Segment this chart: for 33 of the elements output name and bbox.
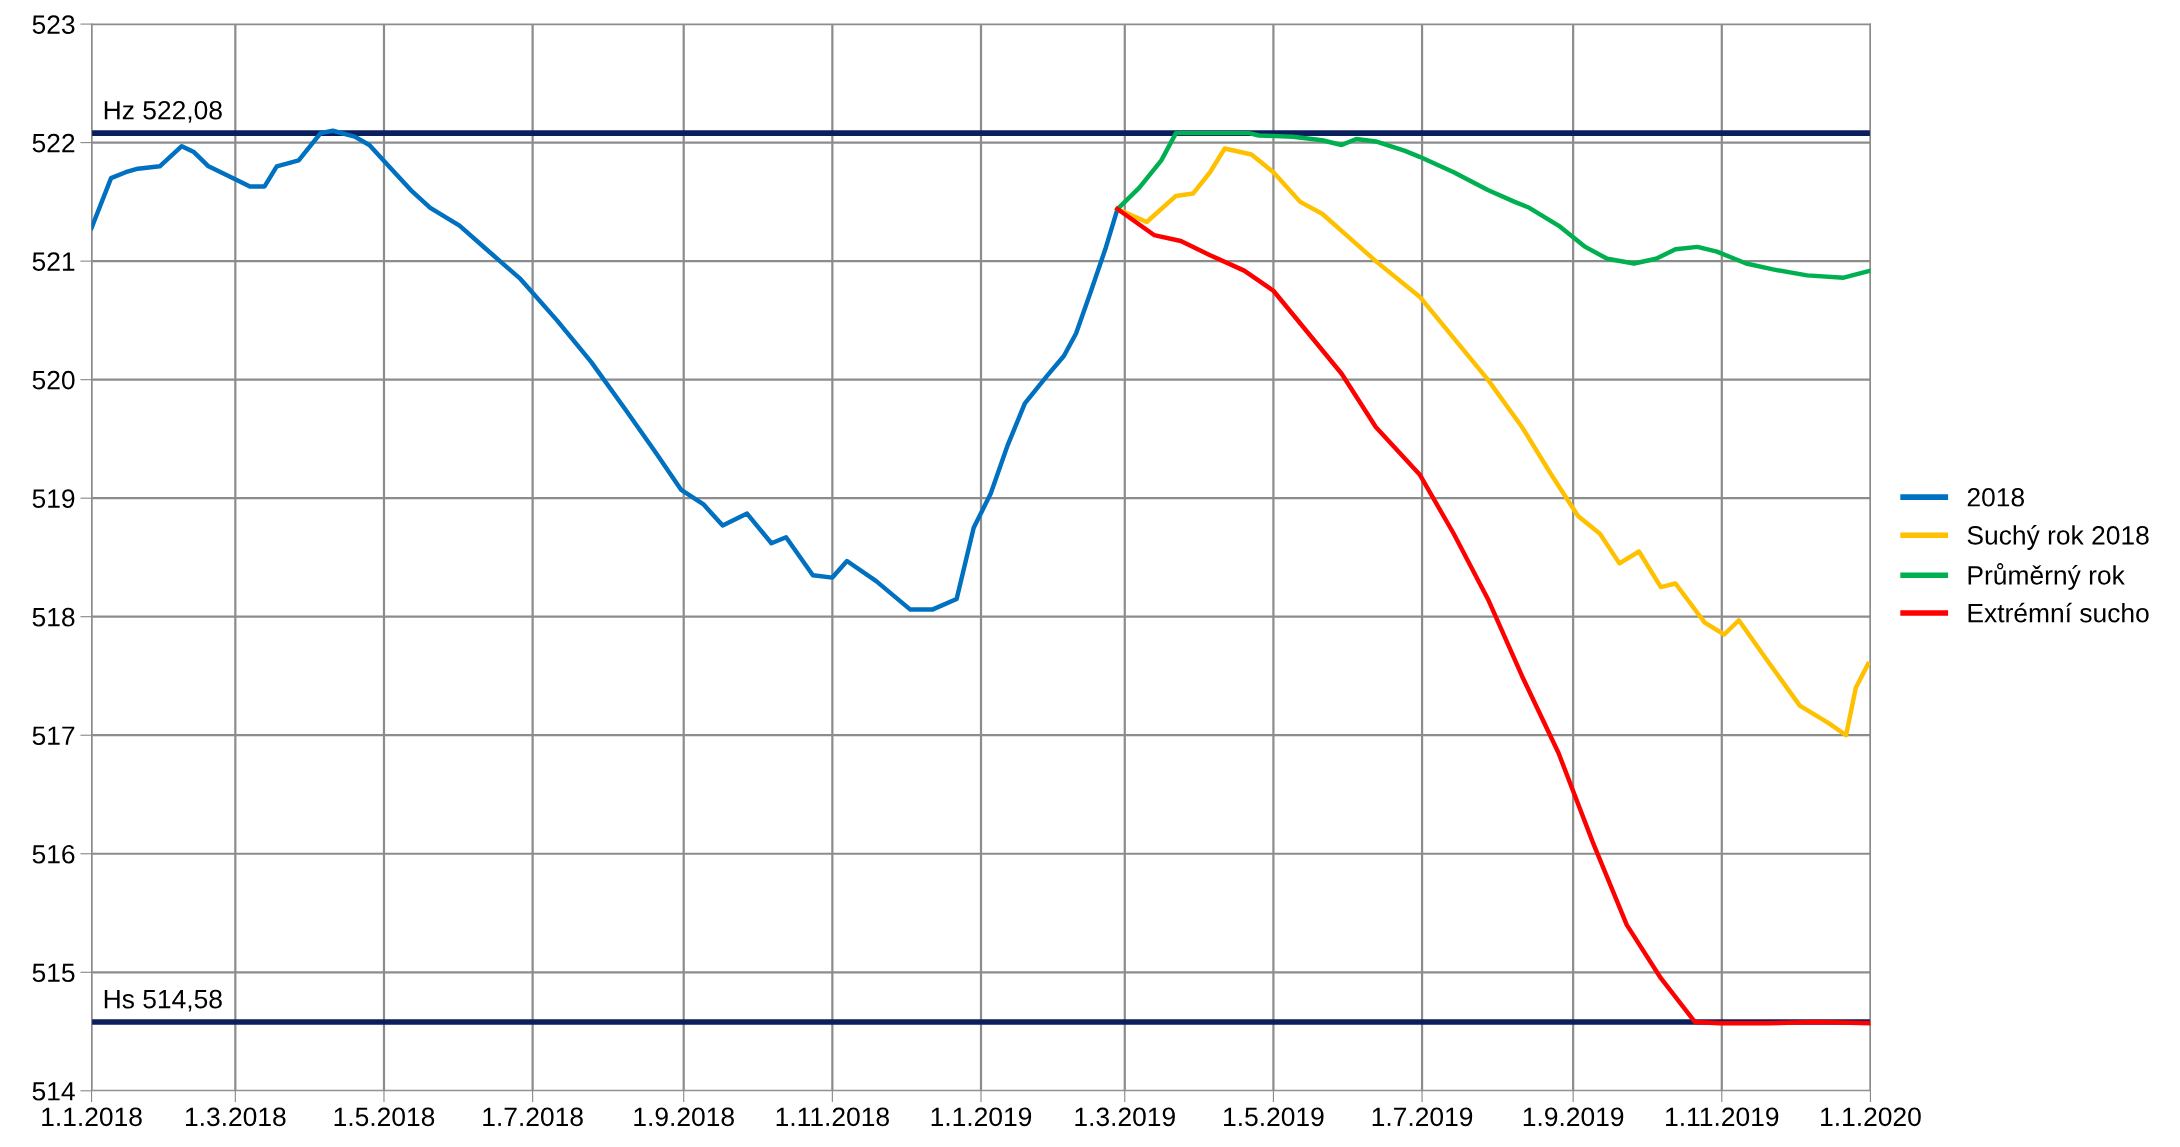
legend-label: Extrémní sucho — [1968, 602, 2149, 623]
ref-line-label: Hz 522,08 — [104, 100, 222, 123]
x-tick-label: 1.1.2019 — [931, 1107, 1032, 1127]
y-tick-label: 517 — [32, 726, 75, 746]
line-series — [1115, 146, 1871, 738]
y-tick-label: 514 — [32, 1082, 75, 1101]
line-series — [1115, 206, 1871, 1026]
y-tick-label: 523 — [32, 15, 75, 34]
x-tick-label: 1.11.2019 — [1666, 1107, 1779, 1127]
ref-line-label: Hs 514,58 — [104, 989, 222, 1012]
line-series — [91, 128, 1120, 612]
x-tick-label: 1.9.2018 — [634, 1107, 734, 1127]
legend-label: Suchý rok 2018 — [1967, 525, 2149, 550]
x-tick-label: 1.7.2018 — [483, 1107, 583, 1127]
x-tick-label: 1.11.2018 — [776, 1107, 889, 1127]
x-tick-label: 1.5.2018 — [334, 1107, 435, 1127]
y-tick-label: 520 — [32, 370, 75, 390]
y-tick-label: 521 — [32, 252, 75, 271]
x-tick-label: 1.9.2019 — [1523, 1107, 1624, 1127]
y-tick-label: 522 — [32, 133, 75, 153]
y-tick-label: 518 — [32, 607, 75, 627]
x-tick-label: 1.7.2019 — [1372, 1107, 1473, 1127]
x-tick-label: 1.3.2019 — [1075, 1107, 1175, 1127]
x-tick-label: 1.5.2019 — [1224, 1107, 1324, 1127]
legend-label: Průměrný rok — [1968, 563, 2125, 590]
y-tick-label: 515 — [32, 963, 75, 983]
y-tick-label: 519 — [32, 489, 75, 508]
legend-label: 2018 — [1967, 487, 2024, 507]
x-tick-label: 1.1.2018 — [42, 1107, 142, 1127]
line-series — [1115, 130, 1871, 280]
x-tick-label: 1.1.2020 — [1821, 1107, 1921, 1127]
y-tick-label: 516 — [32, 844, 75, 864]
x-tick-label: 1.3.2018 — [185, 1107, 286, 1127]
